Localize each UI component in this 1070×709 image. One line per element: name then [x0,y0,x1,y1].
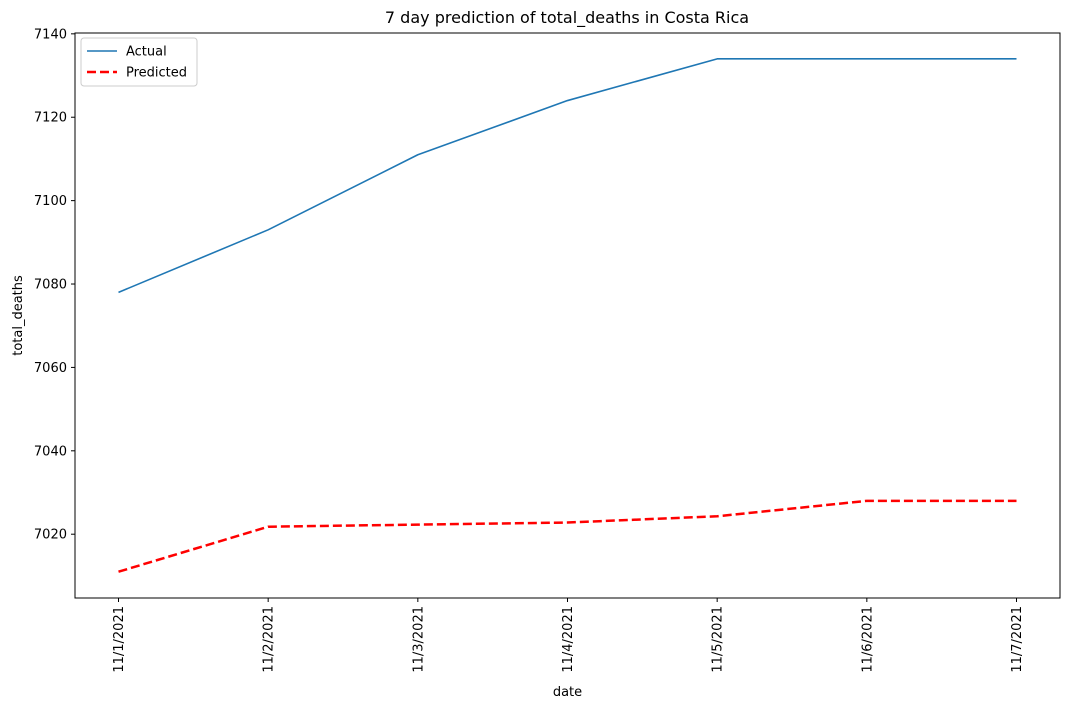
plot-area [74,32,1061,599]
y-tick-label: 7020 [34,528,67,543]
y-tick-label: 7140 [34,27,67,42]
y-tick-label: 7040 [34,444,67,459]
y-axis: 7020 7040 7060 7080 7100 7120 7140 [34,27,75,543]
x-tick-label: 11/5/2021 [711,606,726,673]
y-tick-label: 7060 [34,361,67,376]
legend: Actual Predicted [80,37,198,87]
series-layer [118,58,1017,573]
plot-frame [74,32,1061,599]
legend-box [80,37,198,87]
x-tick-label: 11/3/2021 [411,606,426,673]
x-tick-label: 11/7/2021 [1010,606,1025,673]
series-line-actual [118,58,1017,294]
x-tick-label: 11/6/2021 [860,606,875,673]
x-tick-label: 11/1/2021 [112,606,127,673]
x-tick-label: 11/2/2021 [262,606,277,673]
y-axis-label: total_deaths [11,275,26,356]
y-tick-label: 7100 [34,194,67,209]
x-axis-label: date [553,685,582,700]
legend-label-actual: Actual [126,45,167,60]
legend-label-predicted: Predicted [126,66,187,81]
y-tick-label: 7080 [34,278,67,293]
x-tick-label: 11/4/2021 [561,606,576,673]
x-axis: 11/1/2021 11/2/2021 11/3/2021 11/4/2021 11/5… [112,598,1025,673]
chart-title: 7 day prediction of total_deaths in Cost… [385,8,749,28]
series-line-predicted [118,499,1017,573]
y-tick-label: 7120 [34,111,67,126]
